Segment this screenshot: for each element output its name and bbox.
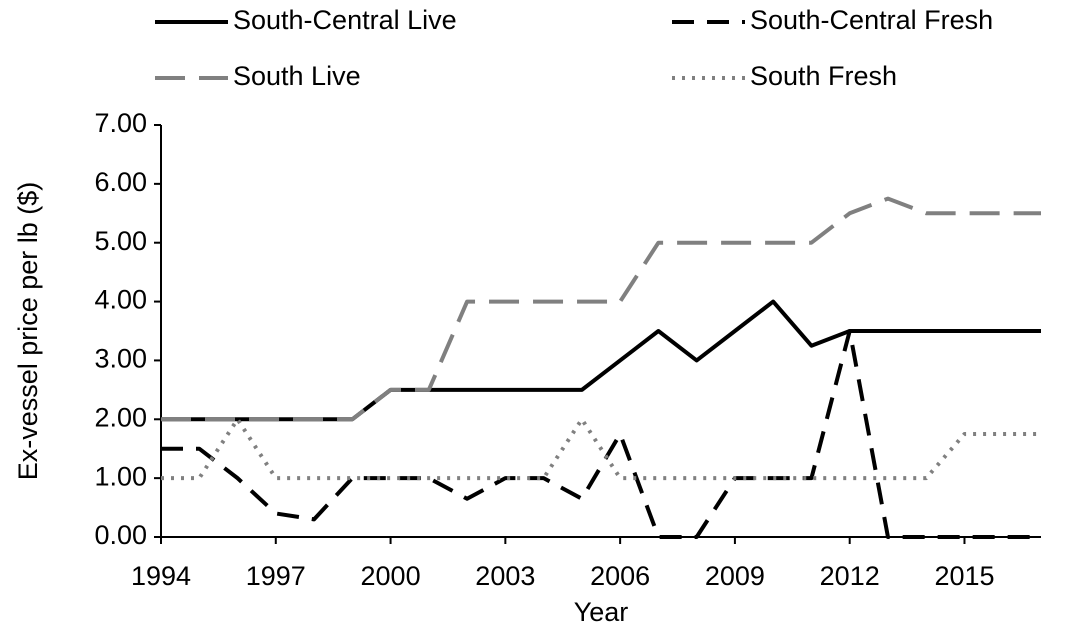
x-tick-label: 2000 — [361, 561, 421, 591]
series-line — [161, 196, 1041, 422]
x-tick-label: 2015 — [934, 561, 994, 591]
legend-label: South Live — [233, 61, 361, 91]
y-tick-label: 3.00 — [94, 344, 147, 374]
legend-label: South-Central Fresh — [750, 5, 993, 35]
x-tick-label: 2003 — [475, 561, 535, 591]
y-axis-label: Ex-vessel price per lb ($) — [13, 182, 43, 481]
x-tick-label: 2009 — [705, 561, 765, 591]
x-tick-label: 2012 — [820, 561, 880, 591]
x-tick-label: 1997 — [246, 561, 306, 591]
x-axis-label: Year — [574, 597, 629, 627]
y-tick-label: 2.00 — [94, 402, 147, 432]
legend-label: South Fresh — [750, 61, 897, 91]
y-tick-label: 0.00 — [94, 520, 147, 550]
y-tick-label: 1.00 — [94, 461, 147, 491]
y-tick-label: 6.00 — [94, 167, 147, 197]
series-line — [161, 417, 1041, 481]
y-tick-label: 5.00 — [94, 226, 147, 256]
x-tick-label: 2006 — [590, 561, 650, 591]
series-line — [161, 329, 1041, 539]
series-line — [161, 299, 1041, 422]
y-tick-label: 4.00 — [94, 285, 147, 315]
y-tick-label: 7.00 — [94, 108, 147, 138]
x-tick-label: 1994 — [131, 561, 191, 591]
legend-label: South-Central Live — [233, 5, 457, 35]
